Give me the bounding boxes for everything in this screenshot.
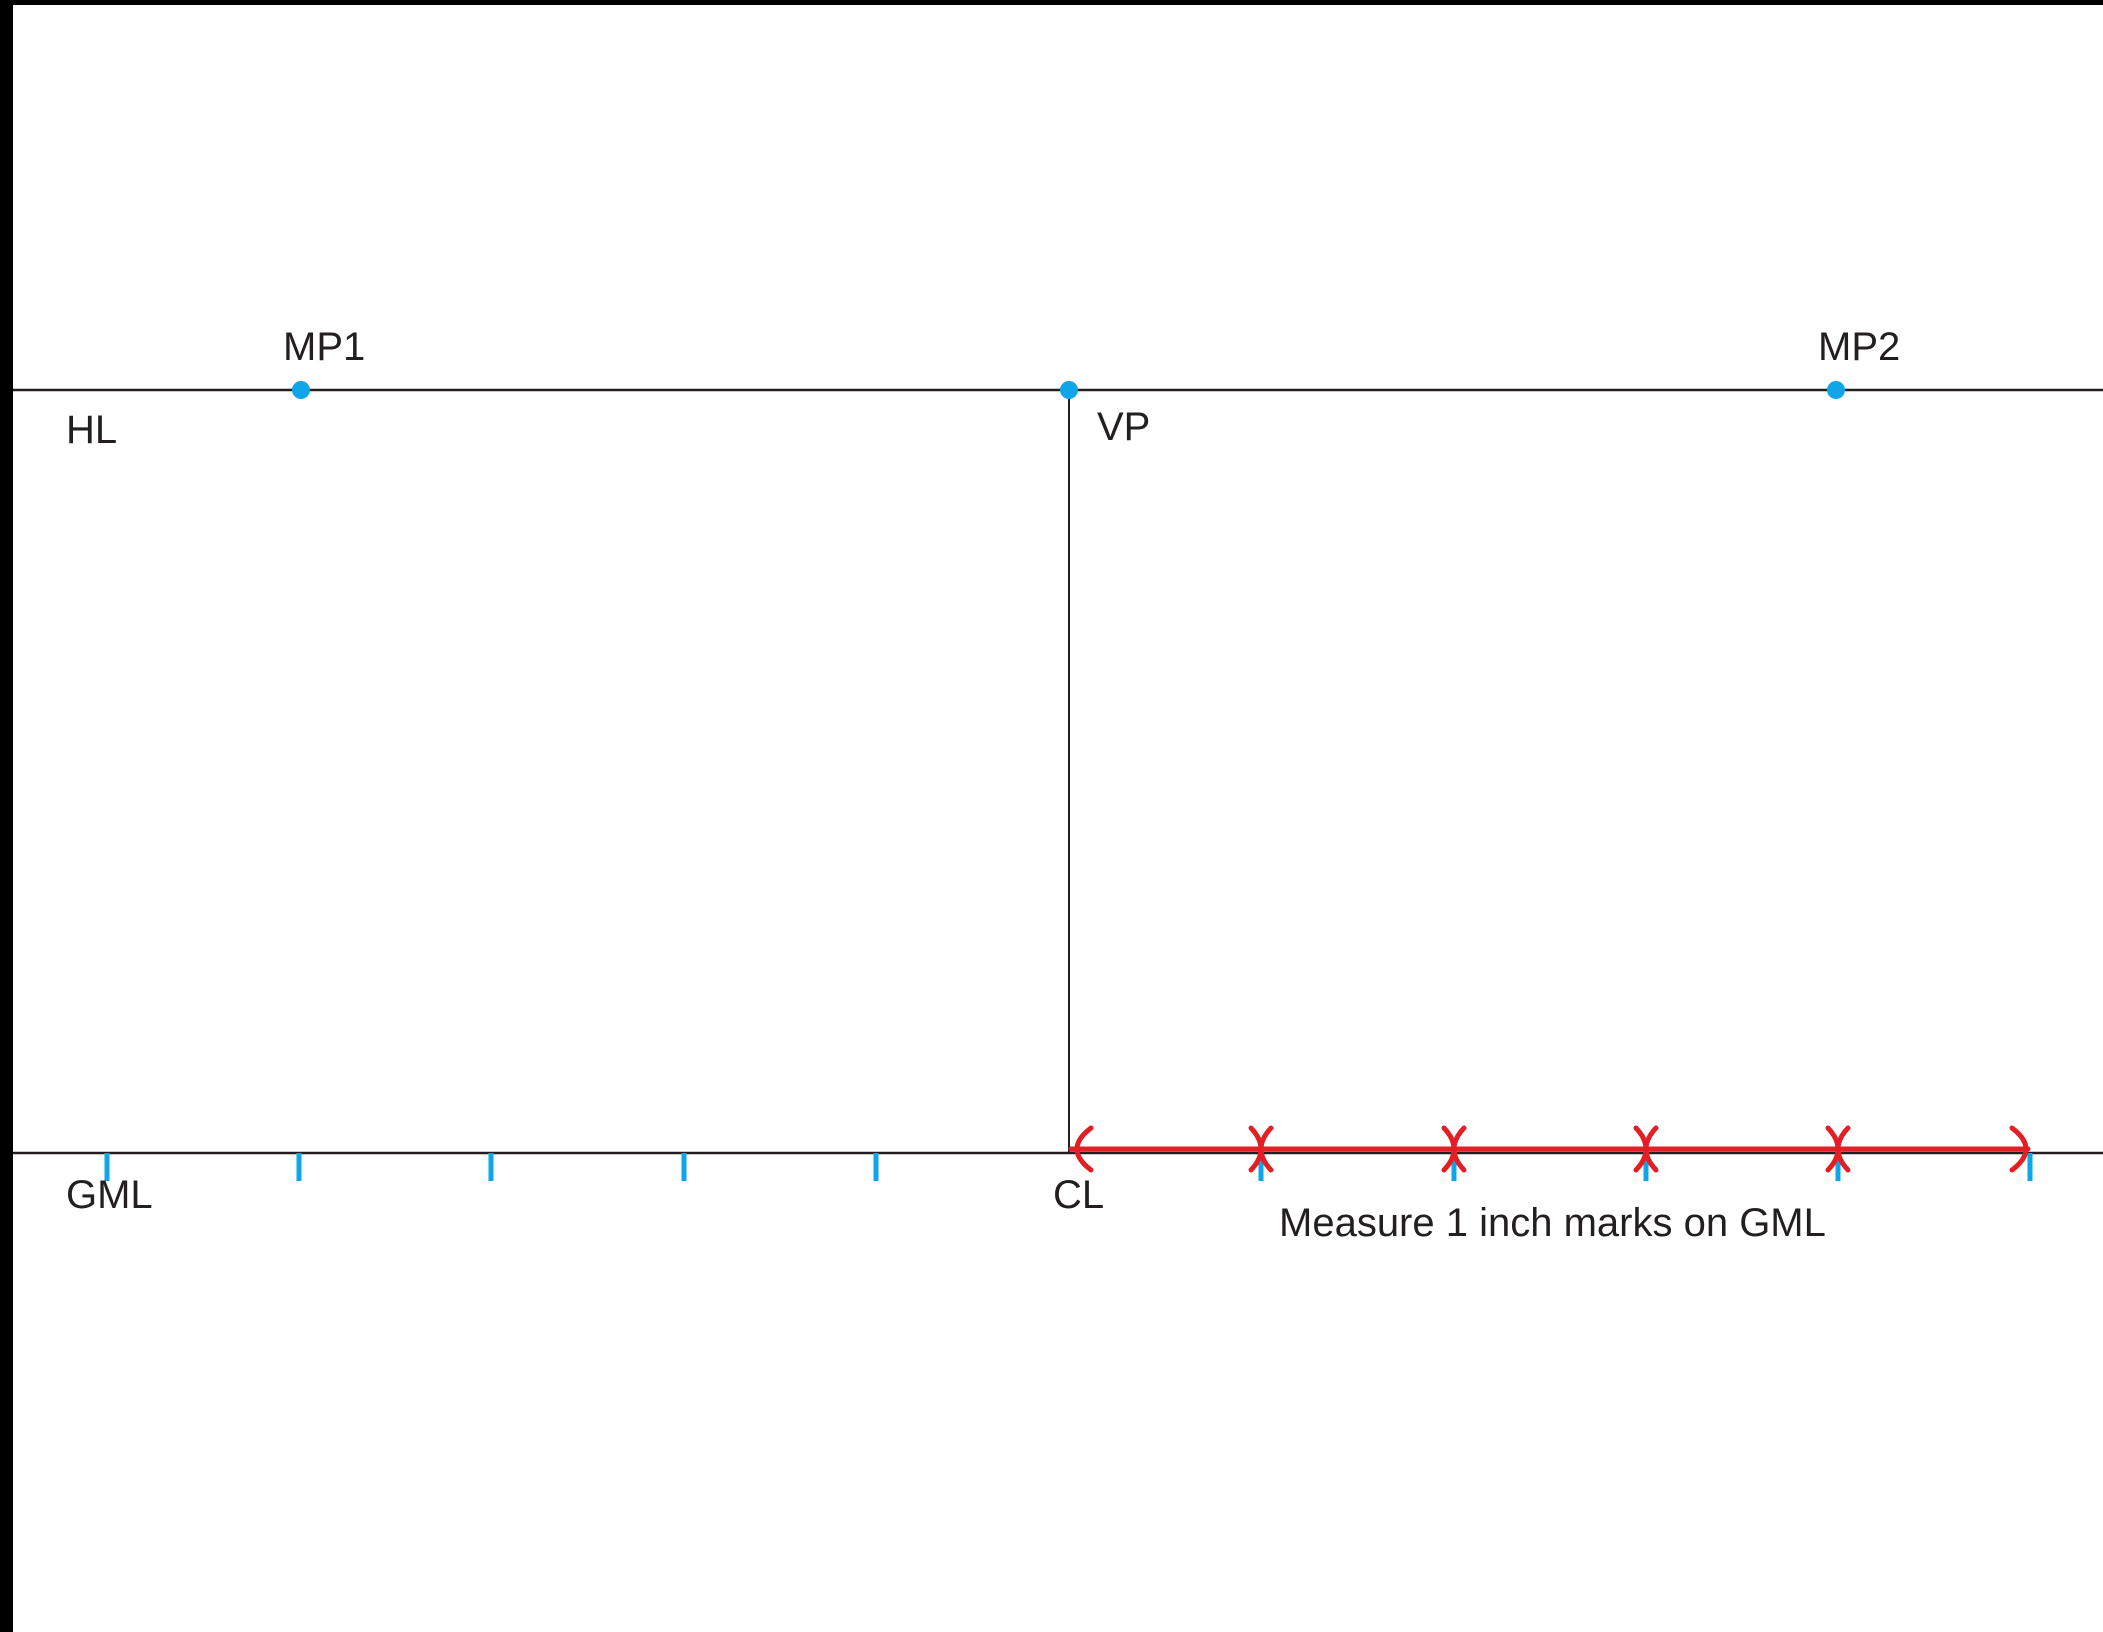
label-cl: CL: [1053, 1173, 1104, 1217]
label-vp: VP: [1097, 405, 1150, 449]
label-hl: HL: [66, 408, 117, 452]
mp1-point: [292, 381, 310, 399]
mp2-point: [1827, 381, 1845, 399]
label-instruction: Measure 1 inch marks on GML: [1279, 1201, 1826, 1245]
label-gml: GML: [66, 1173, 153, 1217]
label-mp2: MP2: [1818, 325, 1900, 369]
paper-background: [13, 5, 2103, 1632]
label-mp1: MP1: [283, 325, 365, 369]
vp-point: [1060, 381, 1078, 399]
